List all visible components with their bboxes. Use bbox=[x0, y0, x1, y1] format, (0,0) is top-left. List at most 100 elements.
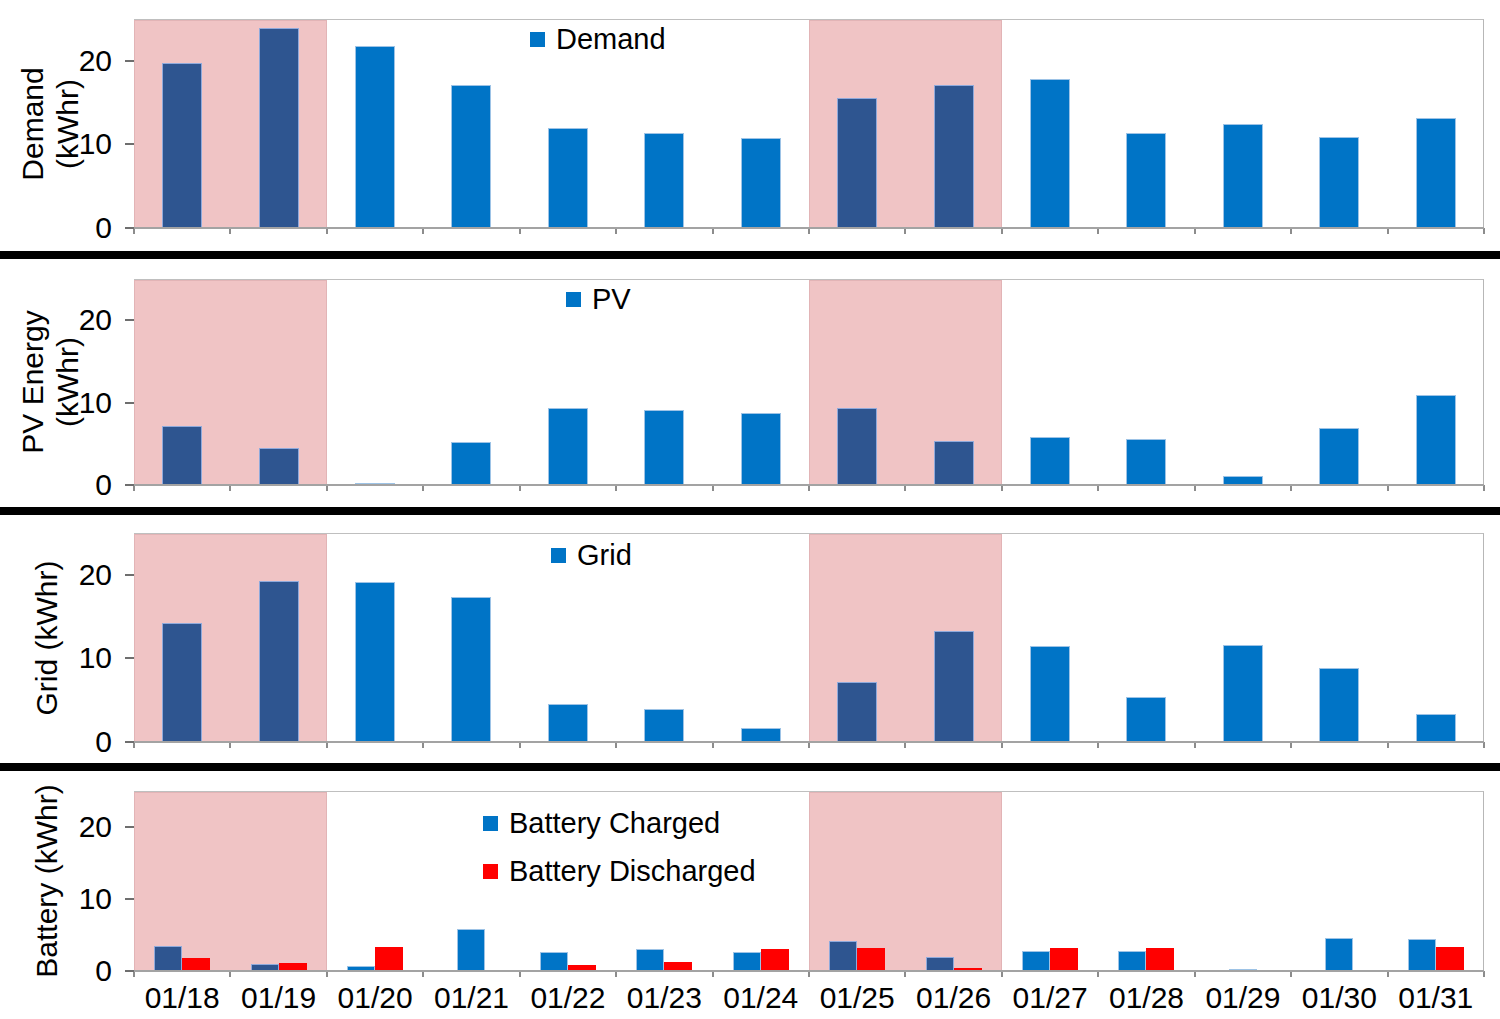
category-slot-01/19 bbox=[230, 20, 326, 228]
plot-area-battery bbox=[134, 791, 1484, 971]
legend-swatch-icon bbox=[530, 32, 545, 47]
axis-title-battery: Battery (kWhr) bbox=[29, 784, 64, 977]
bar-demand bbox=[741, 138, 781, 228]
category-slot-01/29 bbox=[1195, 280, 1291, 485]
category-slot-01/27 bbox=[1002, 20, 1098, 228]
x-axis-label: 01/23 bbox=[616, 981, 712, 1015]
y-tick-label: 20 bbox=[38, 303, 112, 337]
x-axis-tick bbox=[1097, 485, 1099, 491]
axis-title-line: (kWhr) bbox=[50, 310, 85, 453]
bar-battery bbox=[347, 966, 375, 971]
x-axis-label: 01/18 bbox=[134, 981, 230, 1015]
bar-battery bbox=[1408, 939, 1436, 971]
bar-battery bbox=[1229, 969, 1257, 971]
x-axis-tick bbox=[326, 228, 328, 234]
y-axis-tick bbox=[125, 484, 134, 486]
bar-grid bbox=[644, 709, 684, 742]
bar-battery bbox=[761, 949, 789, 971]
x-axis-label: 01/22 bbox=[520, 981, 616, 1015]
category-slot-01/31 bbox=[1388, 792, 1484, 971]
x-axis-line bbox=[127, 741, 1484, 743]
bar-battery bbox=[154, 946, 182, 971]
category-slot-01/28 bbox=[1098, 20, 1194, 228]
category-slot-01/30 bbox=[1291, 280, 1387, 485]
category-slot-01/20 bbox=[327, 280, 423, 485]
category-slot-01/26 bbox=[905, 280, 1001, 485]
y-axis-tick bbox=[125, 741, 134, 743]
y-axis-tick bbox=[125, 574, 134, 576]
x-axis-tick bbox=[904, 742, 906, 748]
category-slot-01/22 bbox=[520, 280, 616, 485]
category-slot-01/26 bbox=[905, 792, 1001, 971]
x-axis-tick bbox=[422, 228, 424, 234]
category-slot-01/18 bbox=[134, 792, 230, 971]
x-axis-tick bbox=[1483, 485, 1485, 491]
weekend-shading-band bbox=[809, 792, 1002, 971]
x-axis-tick bbox=[422, 971, 424, 977]
panel-separator bbox=[0, 507, 1500, 515]
bar-demand bbox=[1319, 137, 1359, 228]
bar-battery bbox=[926, 957, 954, 971]
x-axis-tick bbox=[133, 485, 135, 491]
bar-battery bbox=[664, 962, 692, 971]
bar-demand bbox=[162, 63, 202, 228]
y-tick-label: 20 bbox=[38, 558, 112, 592]
bar-pv bbox=[1030, 437, 1070, 485]
bar-pv bbox=[451, 442, 491, 485]
x-axis-tick bbox=[519, 228, 521, 234]
x-axis-tick bbox=[1387, 971, 1389, 977]
bar-pv bbox=[1319, 428, 1359, 485]
y-axis-tick bbox=[125, 970, 134, 972]
legend-swatch-icon bbox=[483, 816, 498, 831]
axis-title-demand: Demand(kWhr) bbox=[15, 67, 85, 180]
x-axis-tick bbox=[422, 485, 424, 491]
panel-separator bbox=[0, 763, 1500, 771]
legend-item: Grid bbox=[551, 540, 632, 571]
bar-pv bbox=[1416, 395, 1456, 485]
x-axis-tick bbox=[712, 971, 714, 977]
x-axis-tick bbox=[808, 228, 810, 234]
x-axis-tick bbox=[1483, 971, 1485, 977]
bar-grid bbox=[162, 623, 202, 742]
x-axis-tick bbox=[422, 742, 424, 748]
bar-pv bbox=[741, 413, 781, 486]
x-axis-tick bbox=[808, 742, 810, 748]
category-slot-01/21 bbox=[423, 20, 519, 228]
x-axis-label: 01/27 bbox=[1002, 981, 1098, 1015]
x-axis-tick bbox=[1290, 228, 1292, 234]
plot-area-pv bbox=[134, 279, 1484, 485]
category-slot-01/27 bbox=[1002, 280, 1098, 485]
bar-pv bbox=[259, 448, 299, 485]
y-axis-tick bbox=[125, 657, 134, 659]
legend-battery: Battery ChargedBattery Discharged bbox=[483, 808, 756, 887]
x-axis-tick bbox=[904, 971, 906, 977]
y-axis-tick bbox=[125, 898, 134, 900]
x-axis-tick bbox=[229, 228, 231, 234]
bar-grid bbox=[1030, 646, 1070, 742]
category-slot-01/23 bbox=[616, 20, 712, 228]
x-axis-tick bbox=[1001, 742, 1003, 748]
y-tick-label: 0 bbox=[38, 954, 112, 988]
bar-battery bbox=[568, 965, 596, 971]
category-slot-01/23 bbox=[616, 792, 712, 971]
x-axis-tick bbox=[229, 485, 231, 491]
legend-demand: Demand bbox=[530, 24, 666, 55]
legend-label: Battery Discharged bbox=[509, 856, 756, 887]
x-axis-tick bbox=[1194, 742, 1196, 748]
bar-pv bbox=[355, 483, 395, 485]
x-axis-label: 01/21 bbox=[424, 981, 520, 1015]
weekend-shading-band bbox=[809, 534, 1002, 742]
x-axis-tick bbox=[1097, 228, 1099, 234]
category-slot-01/24 bbox=[713, 280, 809, 485]
x-axis-tick bbox=[1387, 742, 1389, 748]
x-axis-tick bbox=[326, 742, 328, 748]
bar-battery bbox=[954, 968, 982, 971]
bar-demand bbox=[451, 85, 491, 228]
legend-label: Demand bbox=[556, 24, 666, 55]
legend-label: Grid bbox=[577, 540, 632, 571]
x-axis-tick bbox=[808, 485, 810, 491]
category-slot-01/28 bbox=[1098, 280, 1194, 485]
x-axis-tick bbox=[1483, 742, 1485, 748]
bar-battery bbox=[1050, 948, 1078, 971]
category-slot-01/24 bbox=[713, 792, 809, 971]
